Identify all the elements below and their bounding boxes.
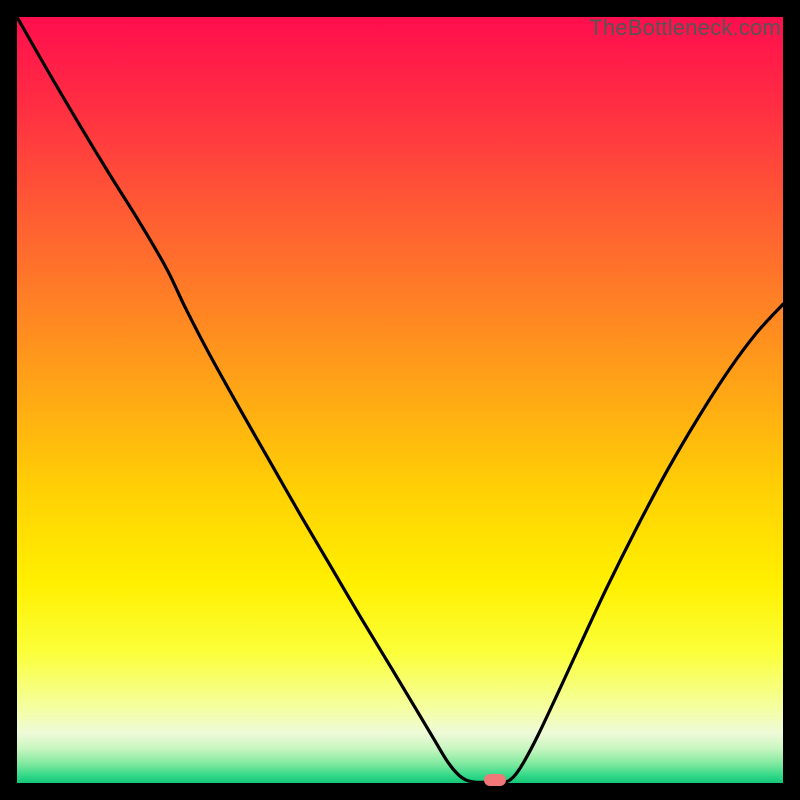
- watermark-text: TheBottleneck.com: [589, 15, 781, 41]
- bottleneck-marker: [484, 774, 506, 786]
- plot-svg: [17, 17, 783, 783]
- chart-frame: TheBottleneck.com: [0, 0, 800, 800]
- plot-area: TheBottleneck.com: [17, 17, 783, 783]
- gradient-background: [17, 17, 783, 783]
